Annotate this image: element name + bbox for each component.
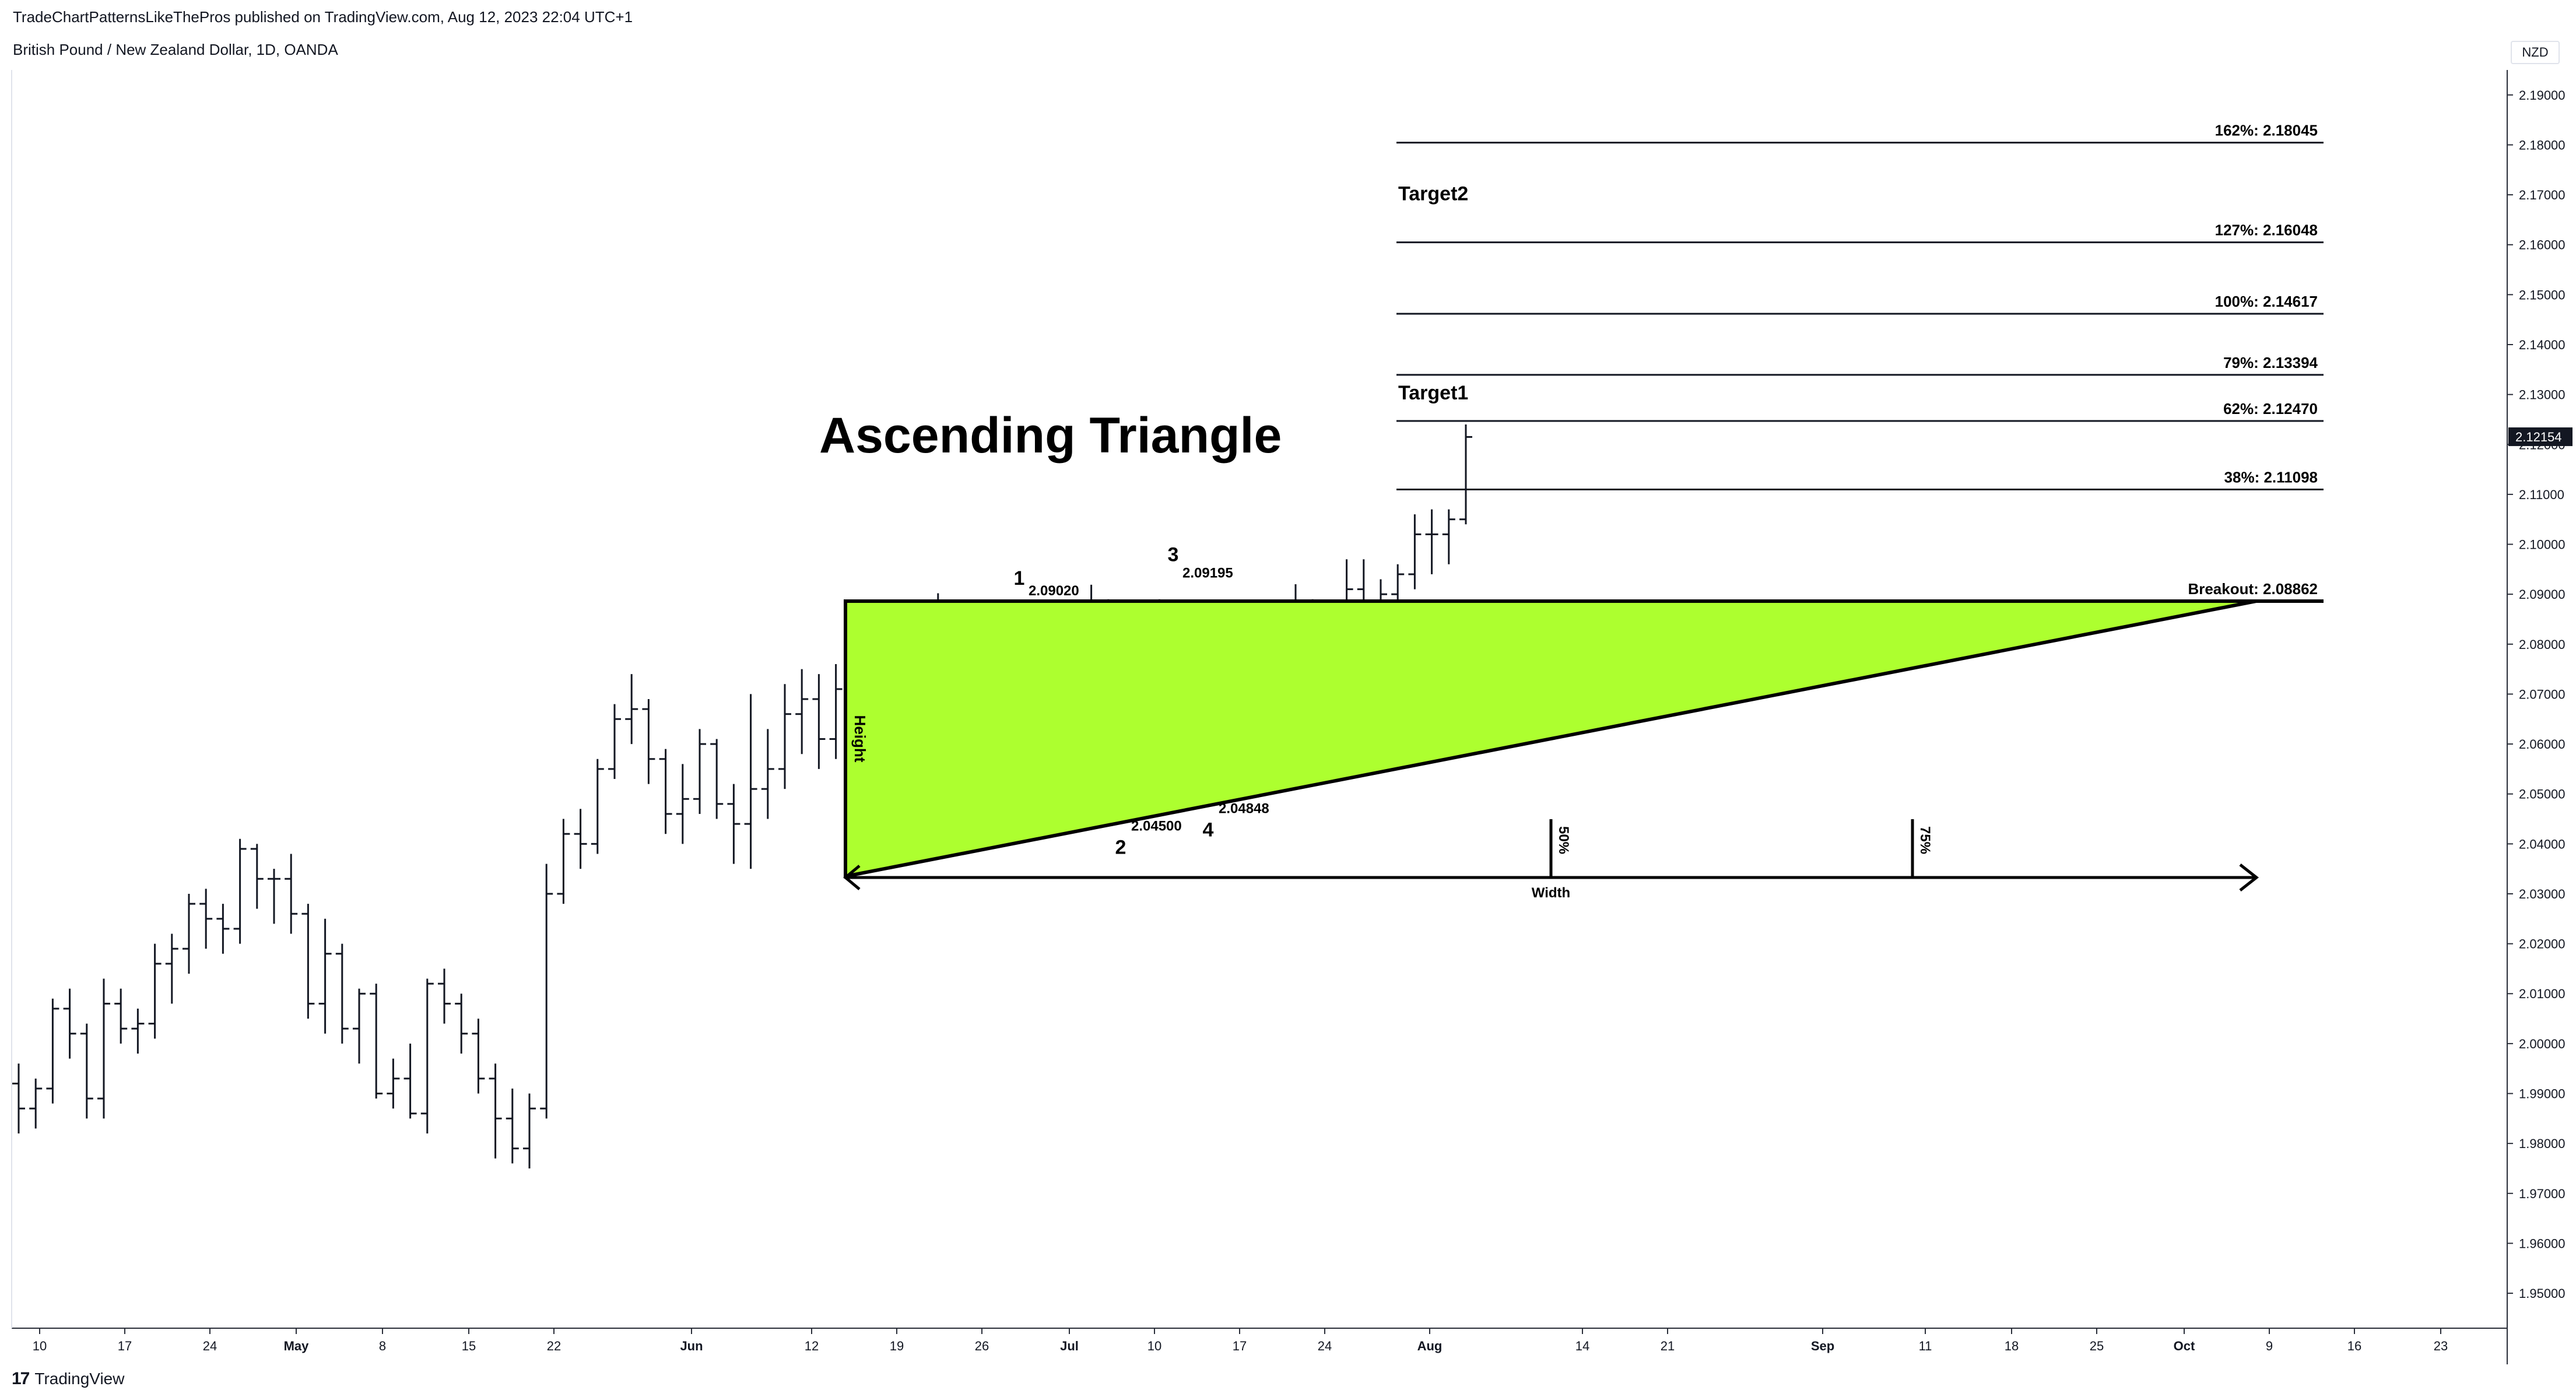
time-tick-label: 22 [547,1339,561,1353]
published-by-line: TradeChartPatternsLikeThePros published … [13,8,633,26]
time-tick-label: 18 [2005,1339,2019,1353]
swing-point-price: 2.09195 [1182,565,1233,581]
time-tick-label: Jun [680,1339,703,1353]
currency-selector[interactable]: NZD [2511,41,2560,64]
last-price-tag [2508,427,2573,447]
time-tick-label: Oct [2174,1339,2195,1353]
price-tick-label: 1.99000 [2519,1087,2566,1101]
time-tick-label: 17 [118,1339,132,1353]
price-tick-label: 1.97000 [2519,1187,2566,1201]
price-tick-label: 2.01000 [2519,987,2566,1001]
fib-level-label: 79%: 2.13394 [2223,354,2318,371]
chart-title: Ascending Triangle [819,408,1282,464]
time-tick-label: Aug [1417,1339,1443,1353]
last-price-value: 2.12154 [2515,430,2562,444]
fib-level-label: 162%: 2.18045 [2215,122,2318,139]
price-tick-label: 2.15000 [2519,287,2566,302]
target-label: Target2 [1398,183,1468,205]
price-tick-label: 2.04000 [2519,837,2566,851]
swing-point-number: 3 [1168,543,1179,566]
tradingview-logo-text: TradingView [34,1370,125,1388]
time-tick-label: 11 [1919,1339,1932,1353]
price-tick-label: 1.96000 [2519,1236,2566,1251]
price-tick-label: 2.05000 [2519,787,2566,802]
time-tick-label: Sep [1811,1339,1834,1353]
price-tick-label: 2.06000 [2519,737,2566,752]
price-tick-label: 2.13000 [2519,388,2566,402]
tradingview-logo[interactable]: 17 TradingView [12,1369,124,1389]
time-tick-label: Jul [1060,1339,1079,1353]
price-tick-label: 2.00000 [2519,1037,2566,1051]
time-tick-label: 17 [1233,1339,1247,1353]
fib-level-label: 100%: 2.14617 [2215,293,2318,310]
price-tick-label: 2.11000 [2519,487,2564,502]
breakout-label: Breakout: 2.08862 [2188,580,2318,598]
width-marker-label: 75% [1917,826,1933,854]
width-marker-label: 50% [1556,826,1571,854]
target-label: Target1 [1398,382,1468,404]
swing-point-price: 2.04848 [1219,801,1269,817]
symbol-description[interactable]: British Pound / New Zealand Dollar, 1D, … [13,41,338,58]
swing-point-number: 2 [1115,837,1126,859]
price-tick-label: 2.18000 [2519,138,2566,152]
time-tick-label: 9 [2266,1339,2273,1353]
time-tick-label: 25 [2090,1339,2104,1353]
width-label: Width [1532,885,1570,901]
swing-point-price: 2.04500 [1131,819,1182,834]
price-tick-label: 2.17000 [2519,188,2566,202]
time-tick-label: 21 [1661,1339,1675,1353]
fib-level-label: 38%: 2.11098 [2224,469,2318,486]
time-tick-label: 24 [1318,1339,1332,1353]
time-tick-label: May [284,1339,310,1353]
swing-point-number: 1 [1014,567,1025,589]
price-tick-label: 2.03000 [2519,887,2566,901]
width-arrowhead [2239,864,2259,891]
time-tick-label: 14 [1575,1339,1589,1353]
price-tick-label: 2.16000 [2519,238,2566,252]
swing-point-number: 4 [1203,819,1214,841]
time-tick-label: 24 [203,1339,217,1353]
time-tick-label: 26 [975,1339,989,1353]
time-tick-label: 15 [462,1339,476,1353]
price-tick-label: 2.09000 [2519,587,2566,602]
time-tick-label: 16 [2347,1339,2361,1353]
price-tick-label: 2.02000 [2519,937,2566,952]
time-tick-label: 19 [890,1339,904,1353]
time-tick-label: 23 [2434,1339,2448,1353]
time-tick-label: 8 [379,1339,386,1353]
price-tick-label: 2.08000 [2519,637,2566,652]
fib-level-label: 127%: 2.16048 [2215,222,2318,239]
tradingview-logo-icon: 17 [12,1369,30,1388]
time-tick-label: 12 [805,1339,819,1353]
price-tick-label: 1.98000 [2519,1136,2566,1151]
price-tick-label: 2.14000 [2519,338,2566,352]
height-arrowhead [843,865,861,890]
price-tick-label: 1.95000 [2519,1286,2566,1301]
swing-point-price: 2.09020 [1029,583,1079,599]
time-tick-label: 10 [1147,1339,1161,1353]
price-tick-label: 2.19000 [2519,88,2566,103]
fib-level-label: 62%: 2.12470 [2223,400,2318,417]
price-tick-label: 2.07000 [2519,687,2566,701]
price-tick-label: 2.10000 [2519,538,2566,552]
height-label: Height [851,715,869,763]
time-tick-label: 10 [33,1339,47,1353]
